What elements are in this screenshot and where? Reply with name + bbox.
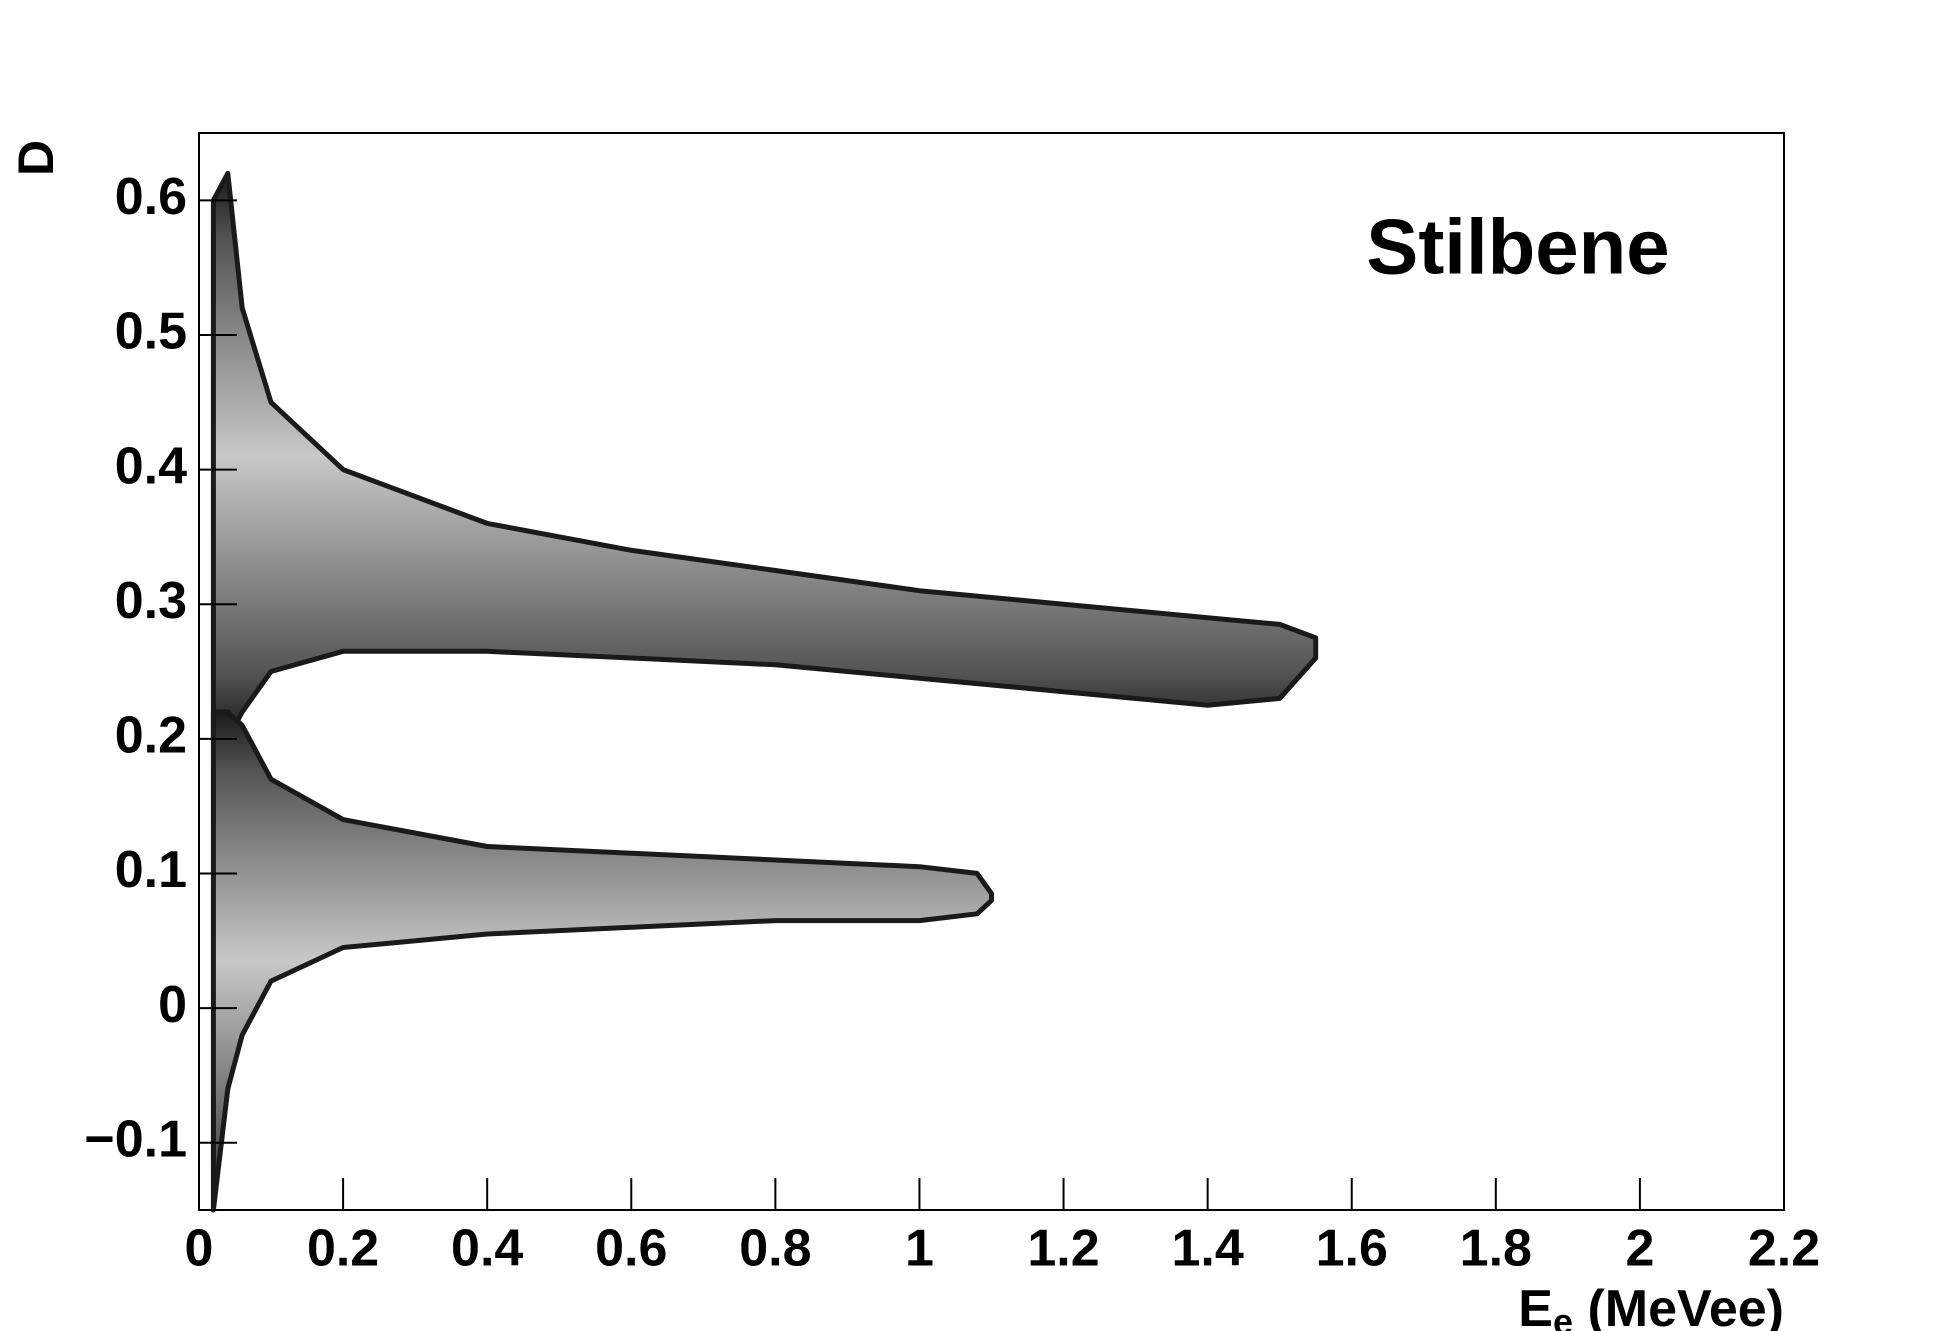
density-band bbox=[210, 170, 1319, 742]
x-tick-label: 1.8 bbox=[1460, 1220, 1532, 1278]
x-tick-label: 2.2 bbox=[1748, 1220, 1820, 1278]
plot-frame bbox=[198, 132, 1785, 1211]
x-tick-label: 0.6 bbox=[595, 1220, 667, 1278]
y-tick-label: 0.4 bbox=[115, 437, 187, 495]
x-tick-label: 1.6 bbox=[1316, 1220, 1388, 1278]
x-tick-label: 1.2 bbox=[1027, 1220, 1099, 1278]
x-tick-label: 1.4 bbox=[1171, 1220, 1243, 1278]
y-tick-label: −0.1 bbox=[84, 1110, 187, 1168]
y-tick-label: 0.6 bbox=[115, 168, 187, 226]
x-tick-label: 0.2 bbox=[307, 1220, 379, 1278]
x-tick-label: 2 bbox=[1625, 1220, 1654, 1278]
x-title-sub: e bbox=[1553, 1301, 1573, 1331]
density-band bbox=[210, 709, 994, 1213]
x-title-rest: (MeVee) bbox=[1573, 1280, 1784, 1331]
x-tick-label: 0.8 bbox=[739, 1220, 811, 1278]
y-tick-label: 0.2 bbox=[115, 707, 187, 765]
y-tick-label: 0.5 bbox=[115, 303, 187, 361]
x-tick-label: 1 bbox=[905, 1220, 934, 1278]
annotation: Stilbene bbox=[1366, 203, 1669, 291]
y-tick-label: 0 bbox=[158, 976, 187, 1034]
y-tick-label: 0.1 bbox=[115, 841, 187, 899]
y-axis-title: D bbox=[8, 140, 64, 176]
x-axis-title: Ee (MeVee) bbox=[1518, 1280, 1784, 1331]
x-title-main: E bbox=[1518, 1280, 1553, 1331]
x-tick-label: 0.4 bbox=[451, 1220, 523, 1278]
x-tick-label: 0 bbox=[185, 1220, 214, 1278]
y-tick-label: 0.3 bbox=[115, 572, 187, 630]
